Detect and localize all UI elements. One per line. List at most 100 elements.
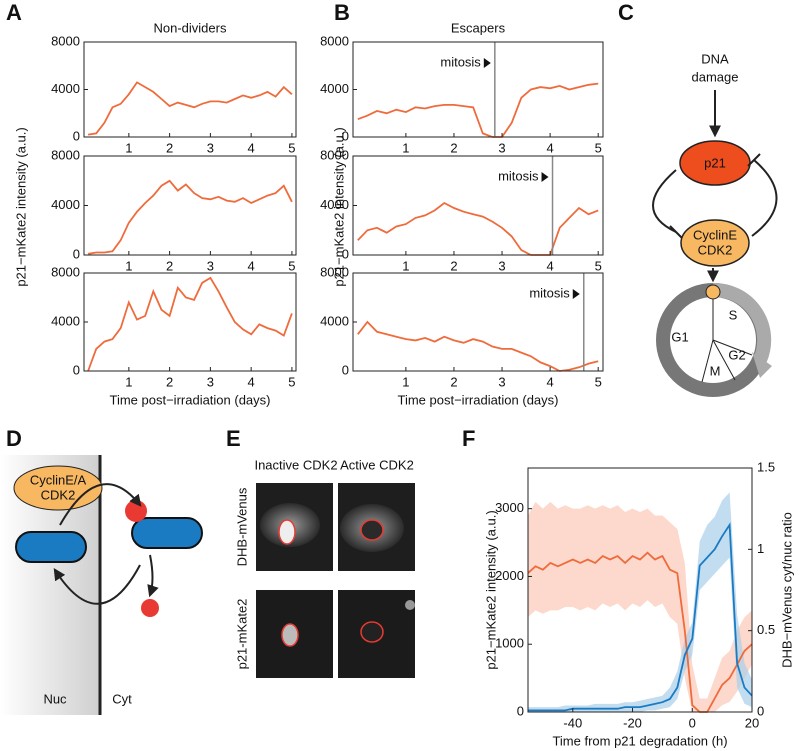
- panel-label: A: [6, 0, 22, 25]
- x-tick-label: -40: [563, 715, 582, 730]
- plot-frame: [83, 155, 297, 256]
- arrow: [53, 564, 141, 605]
- y-tick-label: 4000: [320, 81, 349, 96]
- x-axis-label: Time post−irradiation (days): [398, 392, 559, 407]
- row-label: DHB-mVenus: [234, 487, 249, 566]
- cell-cycle-ring: [712, 282, 772, 363]
- y-tick-label: 0: [517, 703, 524, 718]
- nucleus-outline: [281, 623, 299, 647]
- y2-tick-label: 1: [757, 541, 764, 556]
- phase-divider: [712, 339, 753, 356]
- y-tick-label: 0: [342, 128, 349, 143]
- x-tick-label: 5: [288, 374, 295, 389]
- nucleus-outline: [360, 519, 384, 541]
- y-tick-label: 8000: [51, 264, 80, 279]
- line: [87, 179, 293, 255]
- arrow: [147, 554, 159, 598]
- line: [87, 81, 293, 136]
- phase-divider: [712, 339, 736, 381]
- y-tick-label: 8000: [51, 147, 80, 162]
- inhibition-bar: [669, 225, 683, 239]
- arrow: [59, 483, 142, 526]
- y2-axis-label: DHB−mVenus cyt/nuc ratio: [779, 512, 794, 668]
- checkpoint: [705, 284, 721, 300]
- y-tick-label: 4000: [51, 197, 80, 212]
- cyclin-node: [13, 465, 103, 511]
- x-tick-label: 1: [125, 374, 132, 389]
- x-tick-label: 4: [248, 258, 255, 273]
- nucleus-outline: [278, 519, 296, 545]
- node-text: p21: [704, 155, 726, 170]
- node-text: CyclinE: [693, 227, 737, 242]
- node-text: CDK2: [698, 242, 733, 257]
- x-tick-label: 4: [546, 258, 553, 273]
- cell: [405, 600, 415, 610]
- images-e: Inactive CDK2 Active CDK2 DHB-mVenus p21…: [234, 457, 415, 678]
- column-label: Inactive CDK2: [254, 457, 337, 472]
- line: [87, 276, 293, 372]
- y-tick-label: 0: [342, 246, 349, 261]
- panel-label: F: [462, 426, 475, 451]
- plot-frame: [83, 41, 297, 138]
- y2-tick-label: 1.5: [757, 459, 775, 474]
- annotation-text: mitosis: [529, 285, 570, 300]
- plot-frame: [527, 467, 753, 713]
- x-tick-label: 4: [546, 374, 553, 389]
- error-band: [528, 501, 752, 712]
- line: [357, 82, 599, 138]
- x-tick-label: 2: [166, 140, 173, 155]
- x-tick-label: 3: [498, 258, 505, 273]
- panel-label: D: [6, 426, 22, 451]
- y-tick-label: 3000: [495, 500, 524, 515]
- phosphate: [125, 500, 147, 522]
- x-tick-label: 2: [450, 140, 457, 155]
- x-axis-label: Time post−irradiation (days): [110, 392, 271, 407]
- column-label: Active CDK2: [340, 457, 414, 472]
- diagram-c: DNA damage p21 CyclinE CDK2 G1 S G2 M: [652, 51, 778, 397]
- phase-label: G1: [671, 329, 688, 344]
- x-tick-label: 3: [498, 140, 505, 155]
- x-tick-label: 1: [402, 374, 409, 389]
- inhibition: [751, 159, 778, 237]
- phase-divider: [701, 339, 714, 383]
- x-tick-label: 20: [745, 715, 759, 730]
- y-tick-label: 8000: [320, 147, 349, 162]
- x-tick-label: 5: [595, 140, 602, 155]
- chart-title: Non-dividers: [154, 20, 227, 35]
- x-tick-label: 2: [450, 258, 457, 273]
- region-label: Nuc: [43, 691, 67, 706]
- x-tick-label: 4: [248, 374, 255, 389]
- x-tick-label: 4: [546, 140, 553, 155]
- plot-frame: [83, 272, 297, 372]
- cyclin-node: [680, 219, 750, 267]
- row-label: p21-mKate2: [234, 599, 249, 670]
- error-band: [528, 492, 752, 712]
- x-tick-label: 1: [402, 258, 409, 273]
- annotation-arrow: [541, 172, 549, 182]
- region-label: Cyt: [112, 691, 132, 706]
- phase-label: S: [729, 307, 738, 322]
- node-text: CDK2: [41, 487, 76, 502]
- x-tick-label: 3: [207, 374, 214, 389]
- x-axis-label: Time from p21 degradation (h): [552, 733, 727, 748]
- y2-tick-label: 0: [757, 703, 764, 718]
- panel-label: B: [334, 0, 350, 25]
- x-tick-label: -20: [623, 715, 642, 730]
- annotation-text: mitosis: [440, 54, 481, 69]
- x-tick-label: 1: [402, 140, 409, 155]
- y2-tick-label: 0.5: [757, 622, 775, 637]
- y-tick-label: 4000: [51, 81, 80, 96]
- x-tick-label: 1: [125, 258, 132, 273]
- line: [527, 551, 753, 713]
- inhibition-bar: [747, 153, 761, 167]
- panel-label: C: [618, 0, 634, 25]
- line: [357, 320, 599, 372]
- node-text: DNA: [701, 51, 729, 66]
- arrow-head: [752, 352, 772, 378]
- x-tick-label: 0: [689, 715, 696, 730]
- y-axis-label: p21−mKate2 intensity (a.u.): [483, 510, 498, 669]
- x-tick-label: 5: [595, 374, 602, 389]
- node-text: damage: [692, 69, 739, 84]
